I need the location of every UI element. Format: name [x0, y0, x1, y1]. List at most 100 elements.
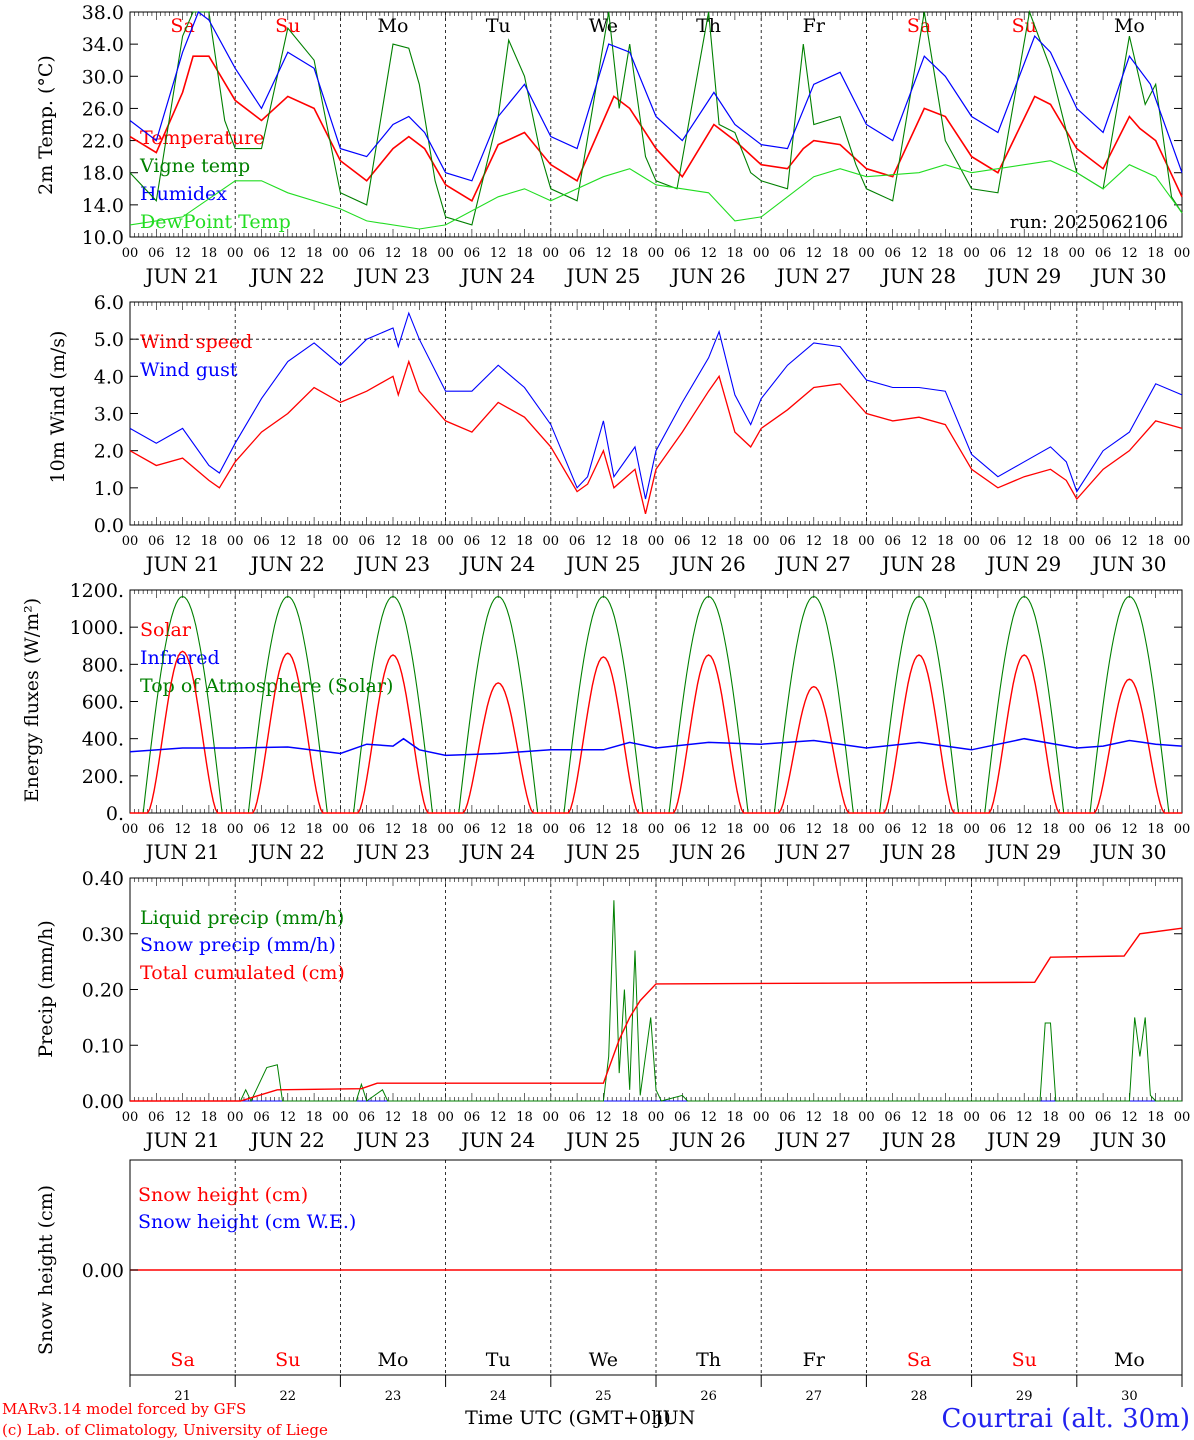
hour-tick-label: 12 [490, 1110, 507, 1125]
plot-frame [129, 11, 1183, 238]
dewpoint-line [129, 160, 1183, 230]
weekday-label: Su [1012, 15, 1037, 37]
hour-tick-label: 18 [1042, 246, 1059, 261]
hour-tick-label: 06 [358, 1110, 375, 1125]
hour-tick-label: 12 [595, 246, 612, 261]
hour-tick-label: 00 [963, 246, 980, 261]
hour-tick-label: 18 [727, 534, 744, 549]
hour-tick-label: 06 [674, 534, 691, 549]
hour-tick-label: 18 [1042, 534, 1059, 549]
date-label: JUN 21 [144, 552, 220, 576]
date-label: JUN 21 [144, 1128, 220, 1152]
hour-tick-label: 06 [884, 822, 901, 837]
weekday-label: Fr [803, 15, 826, 37]
weekday-label: Tu [486, 15, 511, 37]
hour-tick-label: 12 [385, 1110, 402, 1125]
hour-tick-label: 12 [174, 1110, 191, 1125]
hour-tick-label: 12 [911, 822, 928, 837]
date-label: JUN 25 [564, 840, 640, 864]
hour-tick-label: 18 [1147, 1110, 1164, 1125]
date-label: JUN 29 [985, 264, 1061, 288]
hour-tick-label: 06 [569, 246, 586, 261]
hour-tick-label: 12 [1121, 246, 1138, 261]
hour-tick-label: 00 [648, 246, 665, 261]
day-number-label: 28 [911, 1389, 928, 1404]
hour-tick-label: 00 [122, 534, 139, 549]
wind-speed-line [129, 359, 1183, 515]
weekday-label: Mo [378, 15, 409, 37]
hour-tick-label: 12 [595, 822, 612, 837]
hour-tick-label: 12 [490, 534, 507, 549]
hour-tick-label: 12 [595, 1110, 612, 1125]
hour-tick-label: 12 [490, 822, 507, 837]
hour-tick-label: 00 [1174, 246, 1191, 261]
hour-tick-label: 18 [306, 246, 323, 261]
hour-tick-label: 00 [1069, 1110, 1086, 1125]
hour-tick-label: 00 [858, 822, 875, 837]
date-label: JUN 26 [670, 840, 746, 864]
hour-tick-label: 12 [280, 1110, 297, 1125]
hour-tick-label: 06 [674, 246, 691, 261]
date-label: JUN 22 [249, 1128, 325, 1152]
hour-tick-label: 06 [253, 1110, 270, 1125]
y-tick-label: 0.40 [82, 868, 124, 890]
y-tick-label: 0. [106, 803, 124, 825]
weekday-label: Th [696, 15, 721, 37]
weekday-label: Sa [170, 15, 194, 37]
hour-tick-label: 18 [411, 822, 428, 837]
energy-ylabel: Energy fluxes (W/m²) [21, 598, 43, 802]
footer: MARv3.14 model forced by GFS (c) Lab. of… [2, 1400, 1190, 1439]
y-tick-label: 0.00 [82, 1091, 124, 1113]
y-tick-label: 6.0 [94, 292, 124, 314]
y-tick-label: 26.0 [82, 98, 124, 120]
y-tick-label: 0.20 [82, 980, 124, 1002]
hour-tick-label: 00 [543, 534, 560, 549]
hour-tick-label: 00 [1174, 534, 1191, 549]
y-tick-label: 200. [82, 766, 124, 788]
weekday-label: Tu [486, 1349, 511, 1371]
date-label: JUN 27 [775, 264, 851, 288]
hour-tick-label: 12 [490, 246, 507, 261]
hour-tick-label: 18 [832, 534, 849, 549]
legend-humidex: Humidex [140, 183, 227, 205]
hour-tick-label: 06 [779, 822, 796, 837]
date-label: JUN 22 [249, 552, 325, 576]
day-number-label: 30 [1121, 1389, 1138, 1404]
hour-tick-label: 18 [201, 534, 218, 549]
hour-tick-label: 06 [358, 822, 375, 837]
hour-tick-label: 06 [148, 246, 165, 261]
hour-tick-label: 06 [148, 534, 165, 549]
day-number-label: 27 [806, 1389, 823, 1404]
hour-tick-label: 12 [1121, 1110, 1138, 1125]
precip-ylabel: Precip (mm/h) [35, 920, 57, 1058]
hour-tick-label: 18 [621, 822, 638, 837]
hour-tick-label: 06 [253, 822, 270, 837]
y-tick-label: 400. [82, 729, 124, 751]
hour-tick-label: 00 [858, 1110, 875, 1125]
day-number-label: 23 [385, 1389, 402, 1404]
y-tick-label: 14.0 [82, 195, 124, 217]
hour-tick-label: 00 [122, 1110, 139, 1125]
hour-tick-label: 06 [779, 246, 796, 261]
hour-tick-label: 00 [963, 1110, 980, 1125]
hour-tick-label: 18 [621, 1110, 638, 1125]
hour-tick-label: 00 [437, 822, 454, 837]
hour-tick-label: 18 [727, 1110, 744, 1125]
hour-tick-label: 00 [543, 822, 560, 837]
hour-tick-label: 00 [437, 1110, 454, 1125]
date-label: JUN 21 [144, 840, 220, 864]
hour-tick-label: 18 [411, 246, 428, 261]
weekday-label: Sa [907, 1349, 931, 1371]
credit-line-1: MARv3.14 model forced by GFS [2, 1400, 246, 1418]
hour-tick-label: 06 [464, 1110, 481, 1125]
date-label: JUN 26 [670, 1128, 746, 1152]
hour-tick-label: 00 [648, 534, 665, 549]
hour-tick-label: 06 [674, 1110, 691, 1125]
hour-tick-label: 00 [858, 534, 875, 549]
y-tick-label: 0.30 [82, 924, 124, 946]
weekday-label: Sa [907, 15, 931, 37]
hour-tick-label: 00 [332, 1110, 349, 1125]
hour-tick-label: 06 [674, 822, 691, 837]
hour-tick-label: 18 [411, 1110, 428, 1125]
hour-tick-label: 18 [411, 534, 428, 549]
